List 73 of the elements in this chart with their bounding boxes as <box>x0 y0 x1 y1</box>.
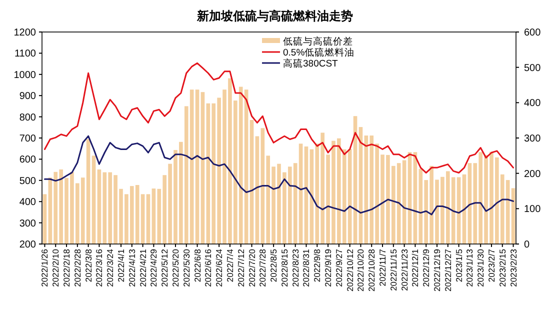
x-tick-label: 2022/9/19 <box>323 248 334 287</box>
y-tick-label: 400 <box>19 197 36 208</box>
x-tick-label: 2023/1/30 <box>476 248 486 287</box>
x-tick-label: 2022/12/27 <box>442 248 453 292</box>
y2-tick-label: 200 <box>524 168 542 180</box>
bar <box>250 120 254 244</box>
y-tick-label: 900 <box>19 91 36 102</box>
y-tick-label: 1000 <box>14 70 36 81</box>
y-tick-label: 500 <box>19 176 36 187</box>
x-tick-label: 2023/1/5 <box>454 248 464 282</box>
y2-tick-label: 300 <box>524 134 542 144</box>
x-tick-label: 2022/2/28 <box>72 248 82 287</box>
x-tick-label: 2022/4/13 <box>126 248 137 287</box>
x-tick-label: 2022/6/8 <box>192 248 202 282</box>
x-tick-label: 2023/2/23 <box>508 248 518 287</box>
x-tick-label: 2022/10/20 <box>356 248 366 292</box>
x-tick-label: 2022/8/31 <box>301 248 312 287</box>
bar <box>200 92 205 244</box>
x-tick-label: 2022/10/28 <box>366 248 377 292</box>
x-tick-label: 2022/4/1 <box>116 248 126 282</box>
x-tick-label: 2022/8/15 <box>279 248 290 287</box>
line-series <box>44 135 514 216</box>
x-tick-label: 2022/11/15 <box>388 248 398 291</box>
x-tick-label: 2022/10/12 <box>344 248 355 292</box>
x-tick-label: 2022/8/23 <box>290 248 300 287</box>
y-tick-label: 1200 <box>14 28 36 38</box>
x-tick-label: 2022/2/10 <box>50 248 61 287</box>
y2-tick-label: 600 <box>524 28 542 38</box>
y-tick-label: 800 <box>19 112 36 124</box>
x-tick-label: 2022/1/26 <box>40 248 50 287</box>
x-tick-label: 2022/6/16 <box>203 248 214 287</box>
y2-tick-label: 0 <box>524 240 530 250</box>
y-tick-label: 300 <box>19 218 36 230</box>
y-tick-label: 1100 <box>14 48 36 60</box>
y-tick-label: 200 <box>19 240 36 250</box>
x-tick-label: 2023/2/7 <box>486 248 496 282</box>
x-tick-label: 2022/3/16 <box>94 248 104 287</box>
x-tick-label: 2022/12/9 <box>421 248 432 287</box>
x-tick-label: 2022/9/27 <box>334 248 344 287</box>
x-tick-label: 2022/7/4 <box>224 248 235 282</box>
x-tick-label: 2022/5/30 <box>181 248 192 287</box>
chart-title: 新加坡低硫与高硫燃料油走势 <box>196 9 353 23</box>
x-tick-label: 2022/11/7 <box>378 248 388 286</box>
x-tick-label: 2022/7/28 <box>258 248 268 287</box>
x-tick-label: 2023/1/13 <box>464 248 475 287</box>
x-tick-label: 2022/5/20 <box>170 248 180 287</box>
y-tick-label: 700 <box>19 134 36 144</box>
x-tick-label: 2022/4/21 <box>138 248 148 287</box>
y-tick-label: 600 <box>19 154 36 166</box>
x-tick-label: 2022/12/19 <box>432 248 442 292</box>
x-tick-label: 2022/11/23 <box>399 248 410 291</box>
x-tick-label: 2022/7/12 <box>236 248 246 287</box>
legend-label: 低硫与高硫价差 <box>283 36 353 48</box>
x-tick-label: 2022/9/8 <box>312 248 322 282</box>
x-tick-label: 2022/4/29 <box>148 248 159 287</box>
x-tick-label: 2022/7/20 <box>246 248 257 287</box>
x-tick-label: 2022/6/24 <box>214 248 224 287</box>
bar <box>195 90 200 244</box>
bar <box>92 156 96 244</box>
y2-tick-label: 100 <box>524 204 542 216</box>
x-tick-label: 2022/3/24 <box>105 248 116 287</box>
y2-tick-label: 400 <box>524 98 542 110</box>
x-tick-label: 2022/2/18 <box>62 248 72 287</box>
x-tick-label: 2022/5/12 <box>160 248 170 287</box>
x-tick-label: 2022/8/5 <box>268 248 279 282</box>
legend-label: 高硫380CST <box>283 58 338 70</box>
bar <box>42 194 47 244</box>
bar <box>146 194 150 244</box>
x-tick-label: 2023/2/15 <box>497 248 508 287</box>
x-tick-label: 2022/12/1 <box>410 248 420 287</box>
legend-label: 0.5%低硫燃料油 <box>283 46 355 58</box>
x-tick-label: 2022/3/8 <box>83 248 94 282</box>
y2-tick-label: 500 <box>524 62 542 74</box>
